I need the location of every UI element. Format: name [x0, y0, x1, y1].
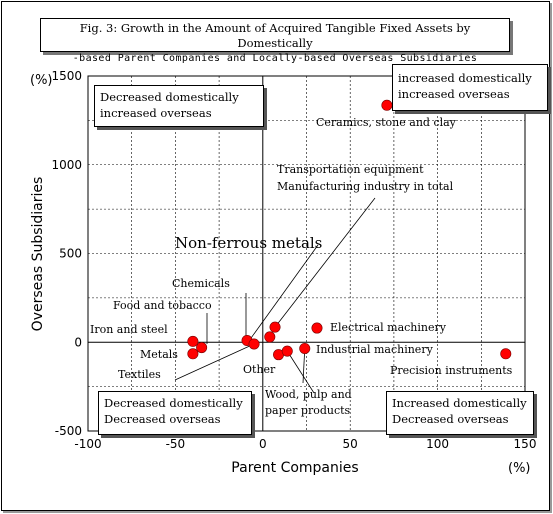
label-wood-2: paper products — [265, 404, 351, 417]
quadrant-box-top-left: Decreased domestically increased oversea… — [94, 85, 264, 127]
y-tick-label: 1500 — [51, 69, 82, 83]
y-tick-label: 500 — [59, 247, 82, 261]
quadrant-bottom-left-line-1: Decreased domestically — [104, 396, 243, 410]
data-point — [299, 342, 311, 354]
label-electrical: Electrical machinery — [330, 321, 447, 334]
y-unit-label: (%) — [30, 73, 53, 88]
label-food-tobacco: Food and tobacco — [113, 299, 212, 312]
label-chemicals: Chemicals — [172, 277, 230, 290]
data-point — [281, 345, 293, 357]
x-axis-title: Parent Companies — [231, 460, 358, 476]
label-iron-steel: Iron and steel — [90, 323, 168, 336]
title-line-1: Fig. 3: Growth in the Amount of Acquired… — [79, 21, 471, 50]
leader-line — [286, 350, 315, 394]
grid-lines — [88, 76, 525, 431]
data-point — [187, 348, 199, 360]
y-tick-label: 0 — [74, 335, 82, 349]
label-metals: Metals — [140, 348, 178, 361]
plot-area-border — [87, 75, 526, 432]
data-point — [381, 99, 393, 111]
data-point — [248, 338, 260, 350]
x-tick-label: 50 — [343, 437, 358, 451]
x-tick-label: -100 — [74, 437, 101, 451]
label-precision: Precision instruments — [390, 364, 513, 377]
label-ceramics: Ceramics, stone and clay — [316, 116, 457, 129]
quadrant-box-top-right: increased domestically increased oversea… — [392, 64, 548, 111]
quadrant-top-right-line-1: increased domestically — [398, 71, 532, 85]
leader-lines — [174, 197, 376, 394]
label-transportation: Transportation equipment — [277, 163, 424, 176]
quadrant-top-left-line-2: increased overseas — [100, 106, 212, 120]
data-point — [187, 335, 199, 347]
quadrant-box-bottom-right: Increased domestically Decreased oversea… — [386, 391, 534, 435]
leader-line — [174, 343, 255, 381]
label-textiles: Textiles — [118, 368, 161, 381]
quadrant-top-left-line-1: Decreased domestically — [100, 90, 239, 104]
label-manufacturing-total: Manufacturing industry in total — [277, 180, 454, 193]
title-line-2: -based Parent Companies and Locally-base… — [72, 53, 478, 64]
label-non-ferrous: Non-ferrous metals — [175, 234, 322, 252]
quadrant-top-right-line-2: increased overseas — [398, 87, 510, 101]
y-tick-label: 1000 — [51, 158, 82, 172]
x-tick-label: -50 — [166, 437, 186, 451]
data-point — [264, 331, 276, 343]
leader-line — [245, 244, 319, 346]
y-tick-label: -500 — [55, 424, 82, 438]
quadrant-bottom-right-line-1: Increased domestically — [392, 396, 527, 410]
data-point — [269, 321, 281, 333]
leader-line — [274, 197, 376, 328]
label-wood-1: Wood, pulp and — [265, 388, 352, 401]
figure-title: Fig. 3: Growth in the Amount of Acquired… — [40, 18, 510, 64]
x-tick-label: 150 — [514, 437, 537, 451]
x-tick-label: 0 — [259, 437, 267, 451]
data-points — [187, 99, 512, 361]
data-point — [196, 342, 208, 354]
zero-axes — [88, 76, 525, 431]
label-other: Other — [243, 363, 276, 376]
y-axis-title: Overseas Subsidiaries — [30, 177, 46, 332]
quadrant-bottom-right-line-2: Decreased overseas — [392, 412, 509, 426]
leader-line — [302, 348, 306, 384]
quadrant-box-bottom-left: Decreased domestically Decreased oversea… — [98, 391, 252, 435]
x-tick-label: 100 — [426, 437, 449, 451]
data-point — [311, 322, 323, 334]
quadrant-bottom-left-line-2: Decreased overseas — [104, 412, 221, 426]
x-unit-label: (%) — [508, 461, 531, 476]
label-industrial: Industrial machinery — [316, 343, 434, 356]
data-point — [500, 348, 512, 360]
